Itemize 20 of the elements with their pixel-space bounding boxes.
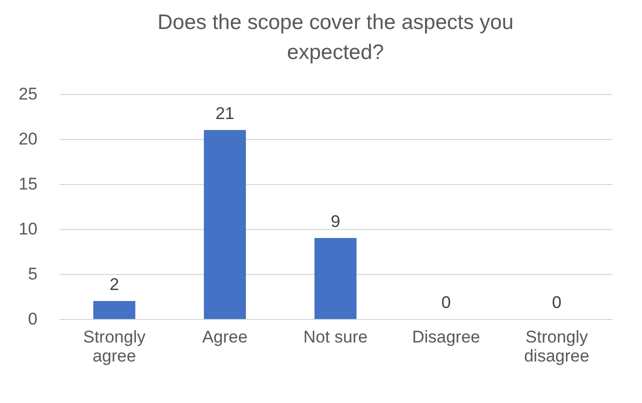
x-tick-label: Strongly disagree [524,328,590,366]
x-tick-label: Strongly agree [83,328,146,366]
bar [204,130,246,319]
bar [93,301,136,319]
x-tick-label: Not sure [303,328,368,346]
x-tick-label: Agree [202,328,248,346]
y-tick-label: 15 [18,174,38,194]
y-tick-label: 20 [18,130,38,148]
chart-title: Does the scope cover the aspects you expected? [157,11,514,64]
x-tick-label: Disagree [412,328,480,346]
y-tick-label: 5 [28,264,38,284]
y-tick-label: 10 [18,220,38,238]
data-label: 0 [552,293,562,312]
y-tick-label: 0 [28,310,38,328]
y-tick-label: 25 [18,84,38,104]
data-label: 21 [215,104,234,123]
bar [314,238,357,319]
data-label: 2 [110,275,120,294]
data-label: 9 [330,212,340,231]
data-label: 0 [441,293,451,312]
